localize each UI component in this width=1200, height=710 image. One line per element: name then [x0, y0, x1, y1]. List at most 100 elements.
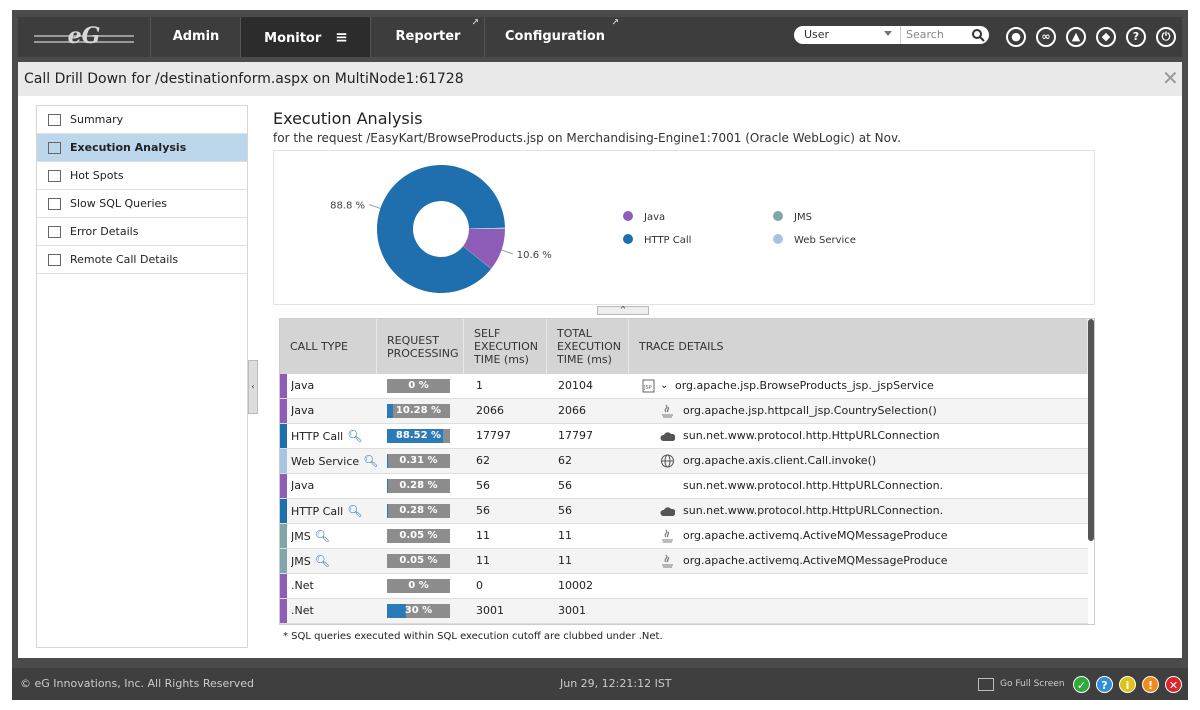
close-button[interactable]: ✕ [1162, 66, 1179, 90]
call-type: HTTP Call [291, 505, 344, 518]
trace-icon [662, 404, 673, 418]
help-button[interactable]: ? [1126, 27, 1146, 47]
self-time: 1 [476, 379, 483, 392]
processing-bar: 88.52 % [387, 429, 450, 443]
power-button[interactable]: ⏻ [1156, 27, 1176, 47]
sidebar-item[interactable]: Hot Spots [37, 162, 247, 190]
call-type-cell: HTTP Call 🔍︎ [291, 499, 377, 523]
sidebar-label: Slow SQL Queries [70, 197, 168, 210]
type-stripe [280, 374, 287, 398]
sidebar-icon [48, 254, 61, 266]
processing-bar: 0 % [387, 579, 450, 593]
call-type: HTTP Call [291, 430, 344, 443]
sidebar-icon [48, 170, 61, 182]
total-time: 17797 [558, 429, 593, 442]
status-info[interactable]: i [1119, 676, 1136, 693]
fullscreen-link[interactable]: Go Full Screen [1000, 679, 1065, 689]
search-icon [972, 29, 985, 42]
call-type-cell: Java [291, 399, 377, 423]
sidebar-item[interactable]: Summary [37, 106, 247, 134]
drilldown-icon[interactable]: 🔍︎ [314, 529, 330, 543]
table-row: HTTP Call 🔍︎ 88.52 % 17797 17797 sun.net.www.… [280, 424, 1088, 449]
copyright: © eG Innovations, Inc. All Rights Reserv… [20, 677, 255, 690]
drilldown-icon[interactable]: 🔍︎ [347, 429, 363, 443]
call-type: JMS [291, 555, 311, 568]
vertical-scrollbar[interactable] [1088, 319, 1094, 541]
self-time: 2066 [476, 404, 504, 417]
status-warning[interactable]: ! [1142, 676, 1159, 693]
processing-bar: 0.31 % [387, 454, 450, 468]
processing-bar: 0.05 % [387, 529, 450, 543]
alert-button[interactable]: ▲ [1066, 27, 1086, 47]
type-stripe [280, 499, 287, 523]
drilldown-icon[interactable]: 🔍︎ [314, 554, 330, 568]
processing-label: 0.31 % [399, 455, 438, 466]
sidebar-label: Remote Call Details [70, 253, 179, 266]
call-type-cell: Java [291, 374, 377, 398]
sidebar-item[interactable]: Slow SQL Queries [37, 190, 247, 218]
chart-panel: 10.6 % 88.8 % Java JMS HTTP Call Web Service [273, 150, 1095, 305]
sidebar-item[interactable]: Execution Analysis [37, 134, 247, 162]
processing-label: 0.28 % [399, 505, 438, 516]
sidebar-icon [48, 226, 61, 238]
status-help[interactable]: ? [1096, 676, 1113, 693]
column-header-text: TOTAL EXECUTION TIME (ms) [557, 327, 622, 366]
type-stripe [280, 574, 287, 598]
table-row: Java 0 % 1 20104 JSP ⌄ org.apache.jsp.BrowsePr… [280, 374, 1088, 399]
legend-label: Java [643, 212, 665, 223]
legend-label: Web Service [794, 235, 856, 246]
call-type-cell: HTTP Call 🔍︎ [291, 424, 377, 448]
drilldown-icon[interactable]: 🔍︎ [347, 504, 363, 518]
search-box[interactable]: Search [900, 26, 989, 44]
processing-label: 0.05 % [399, 530, 438, 541]
call-type: JMS [291, 530, 311, 543]
column-header: SELF EXECUTION TIME (ms) [464, 319, 547, 374]
logo[interactable]: eG [18, 17, 150, 57]
column-header: CALL TYPE [280, 319, 377, 374]
trace-details: org.apache.activemq.ActiveMQMessageProdu… [683, 554, 948, 567]
profile-button[interactable]: ● [1006, 27, 1026, 47]
sidebar-toggle[interactable]: ‹ [248, 360, 258, 414]
trace-icon [660, 507, 675, 516]
table-row: JMS 🔍︎ 0.05 % 11 11 org.apache.activemq.Activ… [280, 549, 1088, 574]
trace-details: sun.net.www.protocol.http.HttpURLConnect… [683, 479, 944, 492]
total-time: 56 [558, 479, 572, 492]
notification-button[interactable]: ◆ [1096, 27, 1116, 47]
nav-item[interactable]: Admin [150, 17, 241, 57]
self-time: 17797 [476, 429, 511, 442]
call-type: .Net [291, 579, 314, 592]
column-header-text: TRACE DETAILS [639, 340, 724, 353]
user-select[interactable]: User [794, 26, 900, 44]
pie-slice [468, 227, 505, 229]
processing-bar: 30 % [387, 604, 450, 618]
sidebar-label: Summary [70, 113, 124, 126]
user-select-text: User [804, 28, 830, 41]
expand-chevron[interactable]: ⌄ [660, 380, 669, 391]
sidebar-item[interactable]: Remote Call Details [37, 246, 247, 274]
total-time: 2066 [558, 404, 586, 417]
link-button[interactable]: ∞ [1036, 27, 1056, 47]
nav-item[interactable]: Monitor ≡ [240, 17, 371, 57]
type-stripe [280, 424, 287, 448]
legend-swatch [623, 211, 633, 221]
dialog-title: Call Drill Down for /destinationform.asp… [24, 71, 464, 87]
status-ok[interactable]: ✓ [1073, 676, 1090, 693]
table-row: .Net 0 % 0 10002 [280, 574, 1088, 599]
nav-item[interactable]: Reporter ↗ [370, 17, 485, 57]
type-stripe [280, 399, 287, 423]
processing-label: 0.28 % [399, 480, 438, 491]
table-row: Java 10.28 % 2066 2066 org.apache.jsp.httpca… [280, 399, 1088, 424]
self-time: 62 [476, 454, 490, 467]
nav-item[interactable]: Configuration ↗ [484, 17, 625, 57]
call-type-cell: .Net [291, 574, 377, 598]
status-error[interactable]: ✕ [1165, 676, 1182, 693]
call-type-cell: Web Service 🔍︎ [291, 449, 377, 473]
svg-text:JSP: JSP [643, 385, 652, 391]
sidebar-item[interactable]: Error Details [37, 218, 247, 246]
collapse-tab[interactable]: ^ [597, 306, 649, 315]
search-placeholder: Search [906, 28, 944, 41]
processing-label: 30 % [404, 605, 433, 616]
logo-text: eG [67, 23, 101, 49]
drilldown-icon[interactable]: 🔍︎ [363, 454, 377, 468]
